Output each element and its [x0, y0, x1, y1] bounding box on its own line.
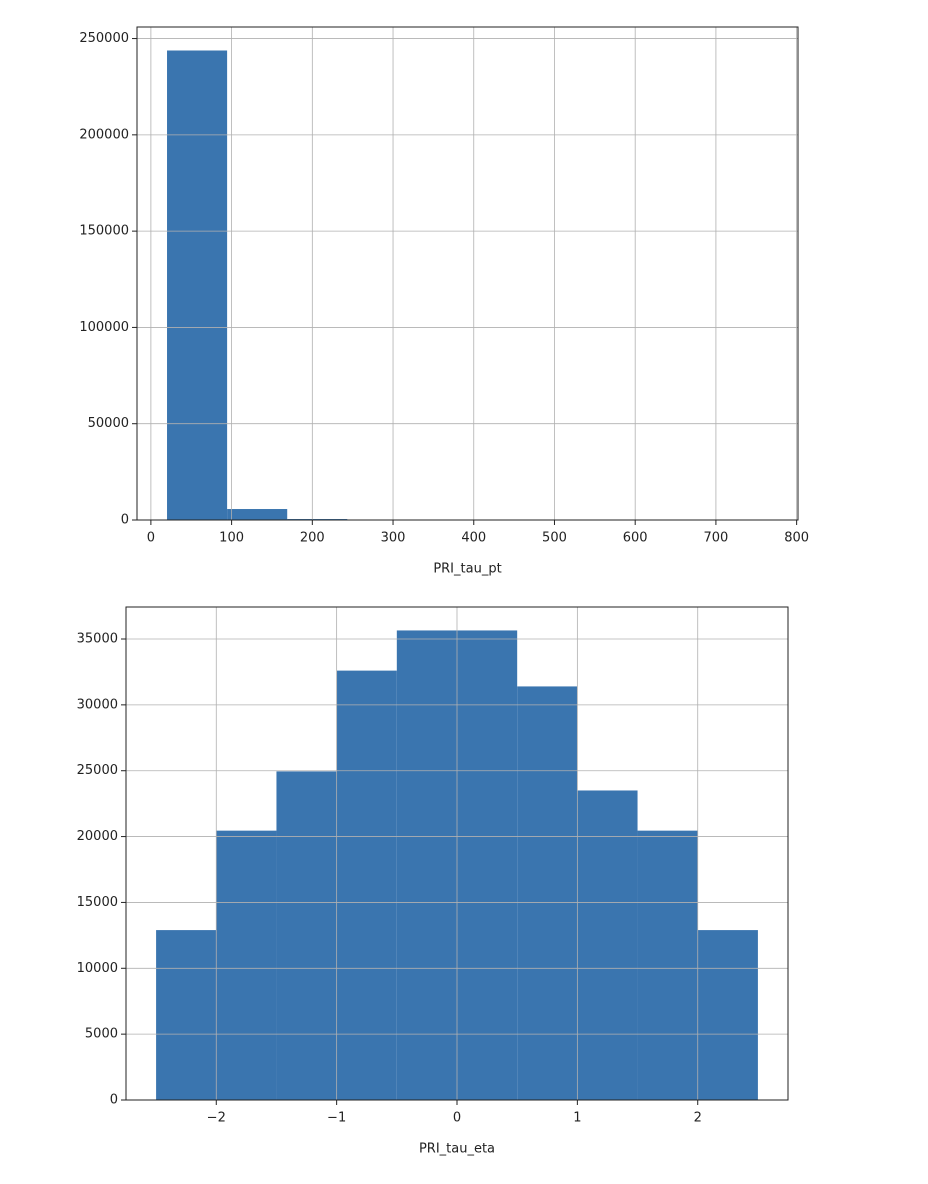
bar — [216, 830, 277, 1100]
y-tick-label: 150000 — [79, 224, 129, 239]
x-tick-label: 400 — [461, 531, 486, 546]
x-tick-label: 2 — [694, 1111, 702, 1126]
y-tick-label: 50000 — [88, 416, 129, 431]
y-tick-label: 0 — [110, 1093, 118, 1108]
y-tick-label: 20000 — [77, 829, 118, 844]
x-tick-label: 600 — [623, 531, 648, 546]
x-tick-label: 0 — [147, 531, 155, 546]
bar — [517, 686, 578, 1100]
bar — [396, 630, 457, 1100]
x-tick-label: 1 — [573, 1111, 581, 1126]
bar — [336, 670, 397, 1100]
y-tick-label: 15000 — [77, 895, 118, 910]
bar — [227, 509, 288, 520]
y-tick-label: 10000 — [77, 961, 118, 976]
bar — [276, 771, 337, 1100]
x-tick-label: 700 — [703, 531, 728, 546]
x-tick-label: 200 — [300, 531, 325, 546]
bar — [637, 830, 698, 1100]
x-tick-label: −2 — [207, 1111, 226, 1126]
bar — [577, 790, 638, 1100]
y-tick-label: 5000 — [85, 1027, 118, 1042]
x-axis-label: PRI_tau_eta — [419, 1142, 495, 1157]
y-tick-label: 200000 — [79, 127, 129, 142]
x-tick-label: 800 — [784, 531, 809, 546]
y-tick-label: 35000 — [77, 632, 118, 647]
bar — [167, 50, 228, 520]
y-tick-label: 30000 — [77, 697, 118, 712]
x-tick-label: −1 — [327, 1111, 346, 1126]
y-tick-label: 100000 — [79, 320, 129, 335]
y-tick-label: 0 — [121, 513, 129, 528]
bar — [697, 930, 758, 1100]
x-tick-label: 0 — [453, 1111, 461, 1126]
bar — [156, 930, 217, 1100]
axes-frame — [125, 606, 789, 1101]
y-tick-label: 250000 — [79, 31, 129, 46]
x-tick-label: 500 — [542, 531, 567, 546]
x-axis-label: PRI_tau_pt — [433, 562, 501, 577]
x-tick-label: 100 — [219, 531, 244, 546]
axes-frame — [136, 26, 799, 521]
y-tick-label: 25000 — [77, 763, 118, 778]
bar — [457, 630, 518, 1100]
x-tick-label: 300 — [381, 531, 406, 546]
